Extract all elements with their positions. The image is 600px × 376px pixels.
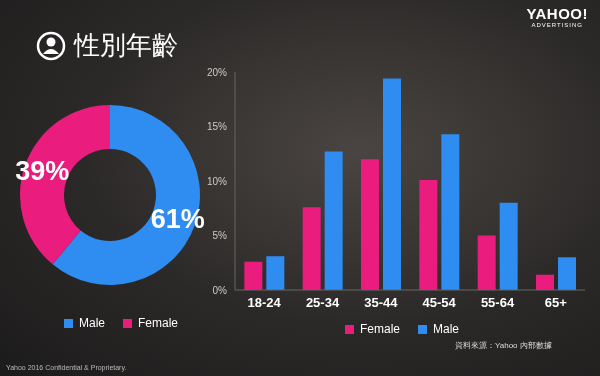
svg-text:0%: 0% — [213, 285, 228, 296]
svg-text:55-64: 55-64 — [481, 295, 515, 310]
html-text:Male: Male — [79, 316, 105, 330]
html-text:性別年齡: 性別年齡 — [74, 30, 178, 60]
svg-text:10%: 10% — [207, 176, 227, 187]
svg-text:65+: 65+ — [545, 295, 567, 310]
svg-text:61%: 61% — [151, 204, 205, 234]
html-text:Male: Male — [433, 322, 459, 336]
svg-text:45-54: 45-54 — [423, 295, 457, 310]
html-text:YAHOO!: YAHOO! — [526, 5, 588, 22]
svg-text:18-24: 18-24 — [248, 295, 282, 310]
html-text:Female: Female — [360, 322, 400, 336]
svg-text:5%: 5% — [213, 230, 228, 241]
svg-text:25-34: 25-34 — [306, 295, 340, 310]
svg-text:15%: 15% — [207, 121, 227, 132]
svg-text:20%: 20% — [207, 67, 227, 78]
svg-text:35-44: 35-44 — [364, 295, 398, 310]
html-text:資料來源：Yahoo 內部數據: 資料來源：Yahoo 內部數據 — [455, 341, 552, 350]
html-text:ADVERTISING: ADVERTISING — [531, 22, 583, 28]
html-text:Yahoo 2016 Confidential & Prop: Yahoo 2016 Confidential & Proprietary. — [6, 364, 127, 371]
html-text:Female: Female — [138, 316, 178, 330]
svg-text:39%: 39% — [15, 156, 69, 186]
